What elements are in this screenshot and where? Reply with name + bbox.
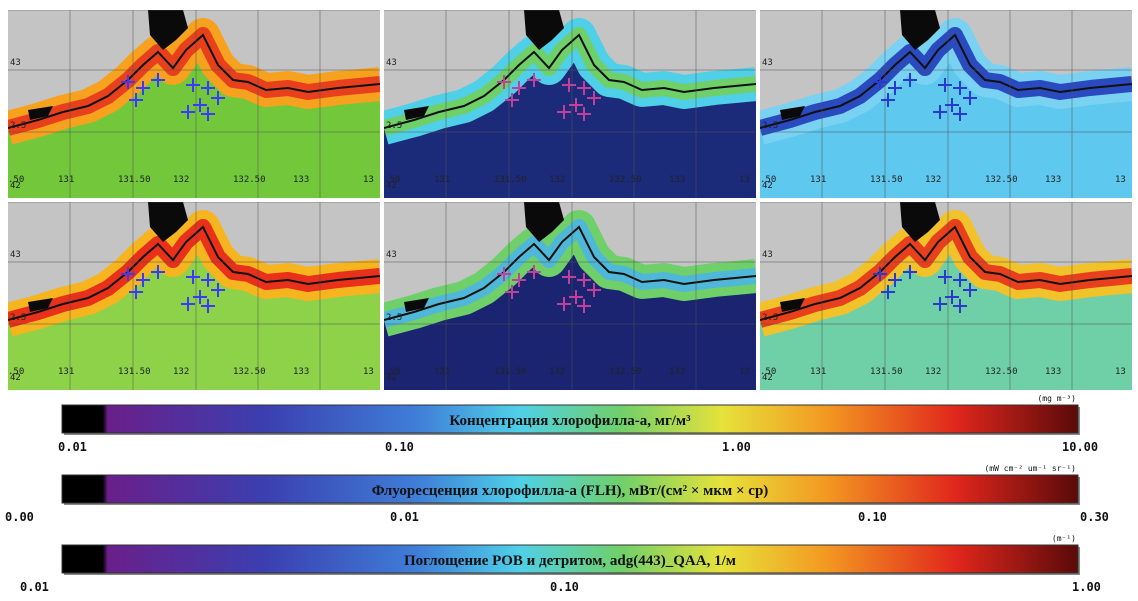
colorbar-tick-label: 1.00 xyxy=(722,440,751,454)
lon-label: 131.50 xyxy=(494,175,527,185)
lon-label: 131 xyxy=(810,175,826,185)
lon-label: 133 xyxy=(669,367,685,377)
lon-label: 132 xyxy=(549,175,565,185)
colorbar-tick-label: 0.10 xyxy=(858,510,887,524)
lat-label: 43 xyxy=(762,58,773,68)
colorbar-tick-label: 0.01 xyxy=(58,440,87,454)
lon-label: .50 xyxy=(384,367,400,377)
lat-label: 43 xyxy=(10,250,21,260)
lon-label: 132.50 xyxy=(233,175,266,185)
lon-label: 131.50 xyxy=(118,367,151,377)
lat-label: 43 xyxy=(386,250,397,260)
lon-label: 13 xyxy=(363,367,374,377)
lat-label: 2.5 xyxy=(386,313,402,323)
colorbar-unit: (m⁻¹) xyxy=(1052,534,1076,543)
lon-label: 131 xyxy=(434,175,450,185)
lon-label: .50 xyxy=(384,175,400,185)
colorbar-tick-label: 10.00 xyxy=(1062,440,1098,454)
lon-label: 131 xyxy=(434,367,450,377)
colorbar-title: Поглощение РОВ и детритом, adg(443)_QAA,… xyxy=(404,553,736,569)
lat-label: 2.5 xyxy=(10,313,26,323)
lon-label: 13 xyxy=(739,175,750,185)
lon-label: 132 xyxy=(173,175,189,185)
lon-label: 133 xyxy=(1045,367,1061,377)
lon-label: 131 xyxy=(810,367,826,377)
lon-label: 13 xyxy=(739,367,750,377)
lat-label: 43 xyxy=(10,58,21,68)
lon-label: .50 xyxy=(8,175,24,185)
lon-label: 132 xyxy=(173,367,189,377)
lon-label: .50 xyxy=(8,367,24,377)
colorbar-tick-label: 1.00 xyxy=(1072,580,1101,594)
lon-label: 132.50 xyxy=(233,367,266,377)
lon-label: 132.50 xyxy=(609,367,642,377)
lat-label: 2.5 xyxy=(386,121,402,131)
colorbar-tick-label: 0.01 xyxy=(20,580,49,594)
lon-label: 132 xyxy=(549,367,565,377)
lon-label: 13 xyxy=(1115,175,1126,185)
colorbar-tick-label: 0.30 xyxy=(1080,510,1109,524)
lat-label: 2.5 xyxy=(762,313,778,323)
lon-label: 132 xyxy=(925,175,941,185)
lon-label: 13 xyxy=(363,175,374,185)
colorbar-tick-label: 0.10 xyxy=(385,440,414,454)
lon-label: .50 xyxy=(760,175,776,185)
lon-label: 133 xyxy=(293,367,309,377)
lon-label: 132.50 xyxy=(985,367,1018,377)
colorbar-tick-label: 0.10 xyxy=(550,580,579,594)
lon-label: .50 xyxy=(760,367,776,377)
lon-label: 131.50 xyxy=(870,175,903,185)
lon-label: 132.50 xyxy=(609,175,642,185)
lat-label: 43 xyxy=(386,58,397,68)
lon-label: 131.50 xyxy=(494,367,527,377)
lon-label: 13 xyxy=(1115,367,1126,377)
colorbar-unit: (mW cm⁻² um⁻¹ sr⁻¹) xyxy=(984,464,1076,473)
lon-label: 133 xyxy=(669,175,685,185)
lon-label: 132 xyxy=(925,367,941,377)
lon-label: 131 xyxy=(58,175,74,185)
map-panel: 432.542.50131131.50132132.5013313 xyxy=(384,10,756,198)
lon-label: 131 xyxy=(58,367,74,377)
lon-label: 131.50 xyxy=(870,367,903,377)
figure: 432.542.50131131.50132132.5013313432.542… xyxy=(0,0,1138,601)
colorbar-tick-label: 0.00 xyxy=(5,510,34,524)
colorbar-title: Концентрация хлорофилла-а, мг/м³ xyxy=(449,413,691,429)
lon-label: 133 xyxy=(1045,175,1061,185)
colorbar-unit: (mg m⁻³) xyxy=(1037,394,1076,403)
colorbar-tick-label: 0.01 xyxy=(390,510,419,524)
lon-label: 133 xyxy=(293,175,309,185)
lon-label: 131.50 xyxy=(118,175,151,185)
lat-label: 43 xyxy=(762,250,773,260)
lat-label: 2.5 xyxy=(762,121,778,131)
colorbar-title: Флуоресценция хлорофилла-а (FLH), мВт/(с… xyxy=(372,483,769,499)
lat-label: 2.5 xyxy=(10,121,26,131)
lon-label: 132.50 xyxy=(985,175,1018,185)
